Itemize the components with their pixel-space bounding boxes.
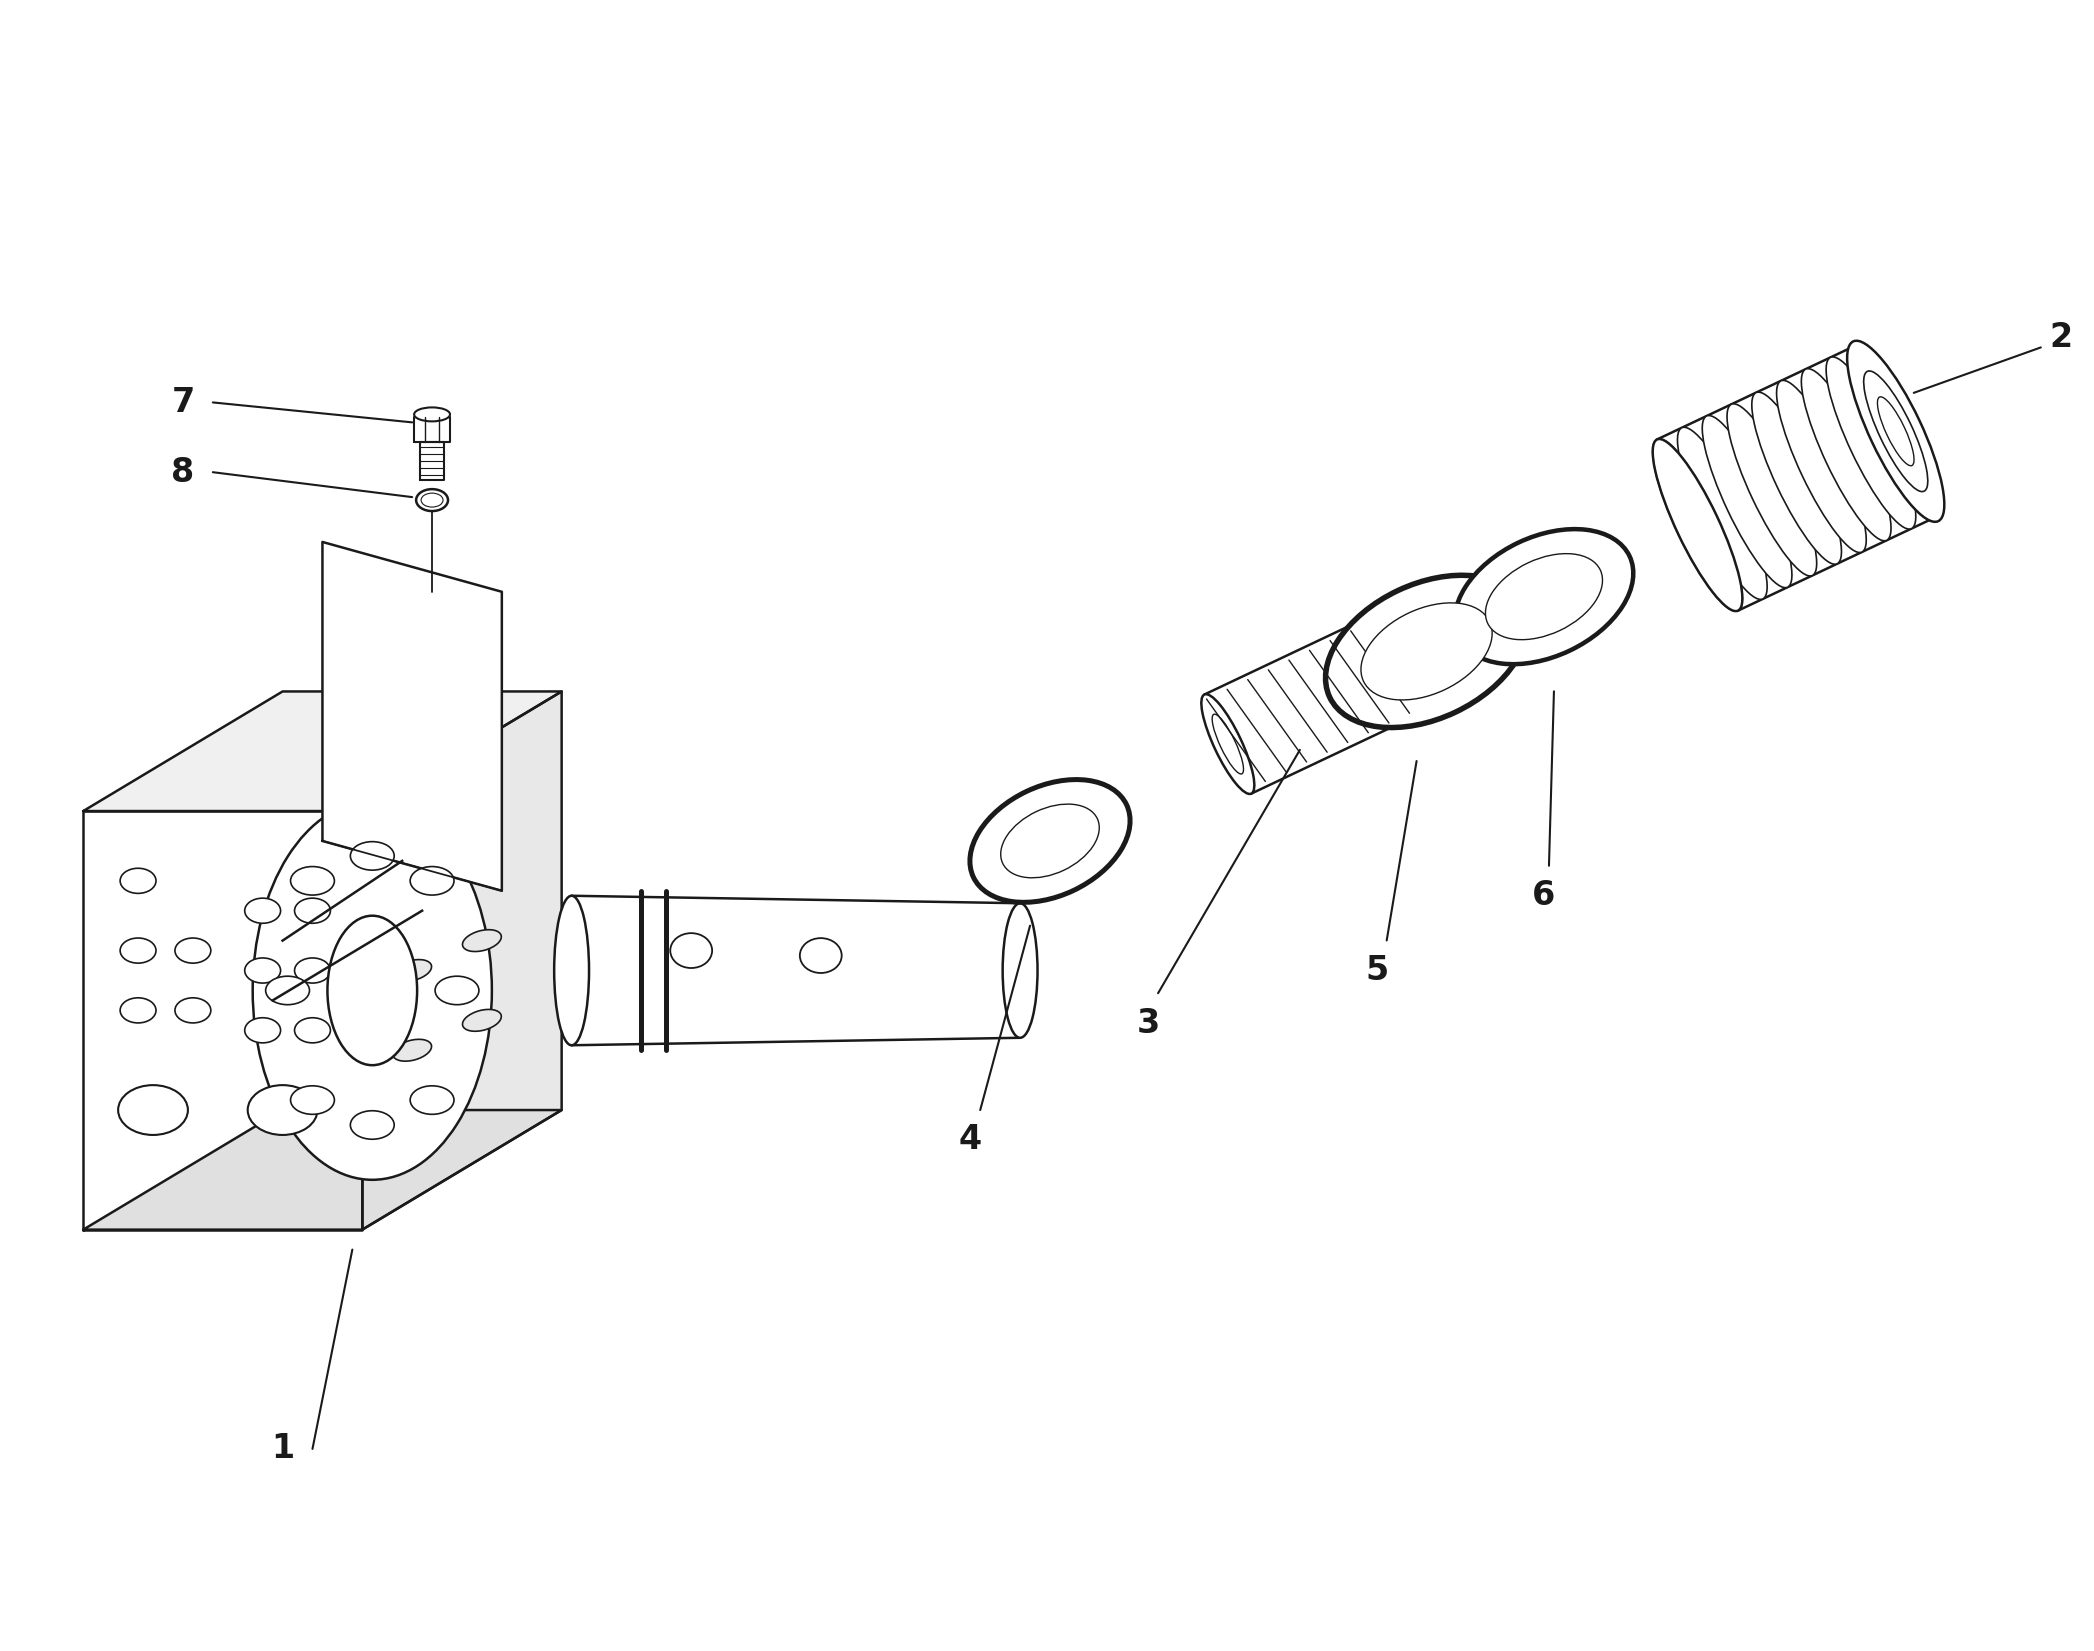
Ellipse shape: [410, 867, 454, 895]
Ellipse shape: [1753, 391, 1841, 565]
Ellipse shape: [176, 997, 211, 1024]
Ellipse shape: [1003, 903, 1037, 1038]
Text: 2: 2: [2050, 320, 2073, 353]
Text: 7: 7: [172, 386, 195, 419]
Ellipse shape: [247, 1085, 318, 1134]
Polygon shape: [322, 542, 503, 892]
Ellipse shape: [463, 930, 500, 951]
Ellipse shape: [394, 959, 431, 981]
Ellipse shape: [1001, 804, 1099, 878]
Ellipse shape: [1202, 693, 1254, 794]
Ellipse shape: [266, 976, 310, 1005]
Ellipse shape: [800, 938, 842, 972]
Polygon shape: [84, 1109, 561, 1230]
Ellipse shape: [1326, 575, 1529, 728]
Ellipse shape: [291, 867, 335, 895]
Text: 1: 1: [270, 1433, 293, 1466]
Ellipse shape: [1455, 528, 1633, 664]
Ellipse shape: [350, 1111, 394, 1139]
Ellipse shape: [295, 958, 331, 982]
Ellipse shape: [1728, 404, 1818, 576]
Ellipse shape: [295, 1017, 331, 1043]
Ellipse shape: [1702, 416, 1792, 588]
Ellipse shape: [1864, 371, 1929, 492]
Ellipse shape: [119, 997, 157, 1024]
Ellipse shape: [1485, 553, 1602, 639]
Polygon shape: [84, 811, 362, 1230]
Ellipse shape: [119, 868, 157, 893]
Ellipse shape: [436, 976, 480, 1005]
Ellipse shape: [970, 779, 1131, 903]
Text: 3: 3: [1137, 1007, 1160, 1040]
Ellipse shape: [1826, 357, 1916, 528]
Ellipse shape: [410, 1086, 454, 1114]
Ellipse shape: [1776, 380, 1866, 553]
Ellipse shape: [1878, 396, 1914, 466]
Polygon shape: [84, 692, 561, 811]
Ellipse shape: [1851, 345, 1941, 517]
Polygon shape: [362, 692, 561, 1230]
Ellipse shape: [1652, 439, 1742, 611]
Ellipse shape: [245, 1017, 281, 1043]
Text: 4: 4: [959, 1123, 982, 1156]
Ellipse shape: [176, 938, 211, 963]
Ellipse shape: [119, 938, 157, 963]
Ellipse shape: [1847, 340, 1945, 522]
Ellipse shape: [327, 916, 417, 1065]
Ellipse shape: [1346, 626, 1399, 726]
Ellipse shape: [291, 1086, 335, 1114]
Text: 8: 8: [172, 456, 195, 489]
Ellipse shape: [463, 1009, 500, 1032]
Ellipse shape: [1361, 603, 1493, 700]
Ellipse shape: [394, 1040, 431, 1062]
Polygon shape: [415, 418, 450, 442]
Text: 6: 6: [1533, 878, 1556, 911]
Ellipse shape: [117, 1085, 188, 1134]
Ellipse shape: [1801, 368, 1891, 542]
Ellipse shape: [253, 801, 492, 1180]
Ellipse shape: [555, 896, 588, 1045]
Text: 5: 5: [1365, 954, 1388, 987]
Ellipse shape: [670, 933, 712, 967]
Ellipse shape: [245, 898, 281, 923]
Ellipse shape: [295, 898, 331, 923]
Ellipse shape: [1652, 439, 1742, 611]
Ellipse shape: [350, 842, 394, 870]
Polygon shape: [421, 442, 444, 480]
Ellipse shape: [1212, 715, 1244, 774]
Ellipse shape: [245, 958, 281, 982]
Ellipse shape: [1677, 428, 1767, 599]
Ellipse shape: [415, 408, 450, 421]
